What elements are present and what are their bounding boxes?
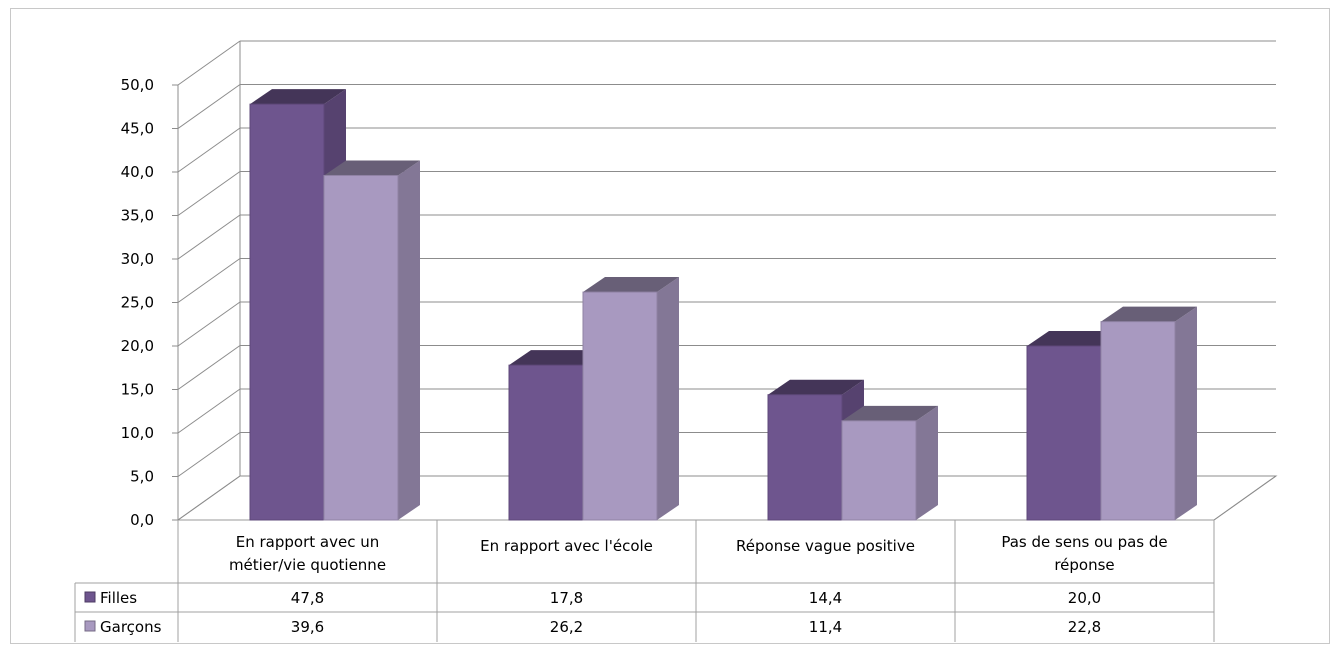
data-label: 47,8 <box>291 589 324 607</box>
y-tick-label: 45,0 <box>121 120 154 138</box>
bar-front <box>1100 321 1176 521</box>
bar-garons-2 <box>582 277 679 521</box>
gridline-side <box>177 84 241 129</box>
legend-swatch <box>84 620 96 632</box>
data-label: 39,6 <box>291 618 324 636</box>
gridline-side <box>177 171 241 216</box>
y-tick-label: 20,0 <box>121 337 154 355</box>
bar-side <box>916 405 938 520</box>
category-label: réponse <box>1054 556 1114 574</box>
category-label: En rapport avec un <box>236 533 379 551</box>
gridline-side <box>177 258 241 303</box>
data-label: 11,4 <box>809 618 842 636</box>
category-label: Pas de sens ou pas de <box>1001 533 1167 551</box>
y-tick-label: 40,0 <box>121 163 154 181</box>
axis-layer: 0,0 5,0 10,0 15,0 20,0 25,0 30,0 35,0 40,0 45,0 50… <box>121 41 1277 529</box>
data-label: 14,4 <box>809 589 842 607</box>
bar-front <box>508 364 584 521</box>
bar-side <box>657 277 679 520</box>
bars-layer <box>249 89 1197 521</box>
bar-garons-3 <box>841 405 938 521</box>
bar-top <box>842 405 938 421</box>
gridline-side <box>177 301 241 347</box>
bar-side <box>1175 306 1197 520</box>
gridline-side <box>177 345 241 390</box>
gridline-side <box>177 475 241 521</box>
gridline-side <box>177 214 241 260</box>
legend-label: Filles <box>100 589 137 607</box>
gridline-side <box>177 388 241 434</box>
bar-front <box>582 291 658 521</box>
bar-front <box>249 103 325 521</box>
y-tick-label: 5,0 <box>130 468 154 486</box>
data-label: 17,8 <box>550 589 583 607</box>
bar-front <box>323 174 399 521</box>
y-tick-label: 35,0 <box>121 207 154 225</box>
category-label: En rapport avec l'école <box>480 537 653 555</box>
bar-top <box>324 160 420 176</box>
bar-top <box>509 350 605 366</box>
bar-garons-4 <box>1100 306 1197 521</box>
data-table: En rapport avec un métier/vie quotienne En… <box>74 520 1215 642</box>
category-label: Réponse vague positive <box>736 537 915 555</box>
y-tick-label: 15,0 <box>121 381 154 399</box>
data-label: 22,8 <box>1068 618 1101 636</box>
bar-top <box>583 277 679 293</box>
legend-label: Garçons <box>100 618 162 636</box>
y-tick-label: 25,0 <box>121 294 154 312</box>
bar-front <box>841 420 917 521</box>
bar-top <box>1027 331 1123 346</box>
bar-front <box>1026 345 1102 521</box>
bar-front <box>767 394 843 521</box>
data-label: 26,2 <box>550 618 583 636</box>
y-tick-label: 0,0 <box>130 511 154 529</box>
y-tick-label: 50,0 <box>121 76 154 94</box>
y-tick-label: 10,0 <box>121 424 154 442</box>
category-label: métier/vie quotienne <box>229 556 386 574</box>
gridline-side <box>177 127 241 173</box>
legend-swatch <box>84 591 96 603</box>
bar-top <box>250 89 346 105</box>
data-label: 20,0 <box>1068 589 1101 607</box>
floor-edge <box>1213 475 1277 521</box>
gridline-side <box>177 40 241 86</box>
bar-top <box>768 379 864 395</box>
gridline-side <box>177 432 241 477</box>
chart-frame <box>10 8 1330 644</box>
bar-top <box>1101 306 1197 322</box>
bar-garons-1 <box>323 160 420 521</box>
y-tick-label: 30,0 <box>121 250 154 268</box>
bar-side <box>398 160 420 521</box>
